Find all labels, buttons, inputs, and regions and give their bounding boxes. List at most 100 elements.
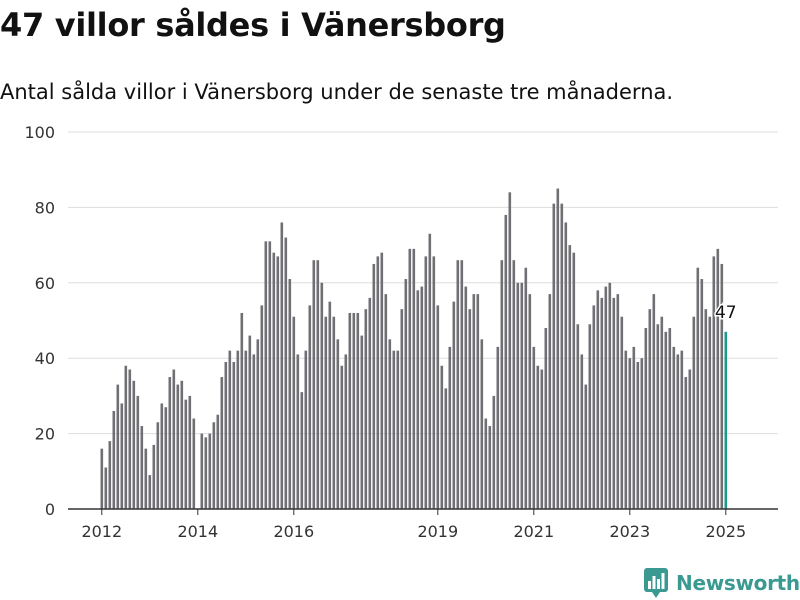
bar (392, 350, 396, 509)
bar (404, 279, 408, 509)
bar (264, 241, 268, 509)
bar (376, 256, 380, 509)
newsworthy-logo: Newsworthy (644, 568, 800, 598)
bar (456, 260, 460, 509)
bar (380, 252, 384, 509)
bar (108, 441, 112, 509)
bar (692, 316, 696, 509)
bar (172, 369, 176, 509)
bar (540, 369, 544, 509)
bar (148, 475, 152, 509)
bar (356, 312, 360, 509)
brand-name: Newsworthy (676, 571, 800, 595)
bar (152, 444, 156, 509)
bar (656, 324, 660, 509)
bar (248, 335, 252, 509)
bar (660, 316, 664, 509)
bar (700, 279, 704, 509)
bar (512, 260, 516, 509)
bar (676, 354, 680, 509)
bar (344, 354, 348, 509)
bar (420, 286, 424, 509)
y-tick-label: 40 (35, 349, 55, 368)
bar (640, 358, 644, 509)
highlight-data-label: 47 (715, 303, 737, 323)
bar (476, 294, 480, 509)
bar (564, 222, 568, 510)
bar (348, 312, 352, 509)
bar (412, 248, 416, 509)
bar (188, 395, 192, 509)
bar (584, 384, 588, 509)
y-tick-label: 80 (35, 198, 55, 217)
bar (364, 309, 368, 509)
bar (556, 188, 560, 510)
bar (444, 388, 448, 509)
bar (384, 294, 388, 509)
bar (704, 309, 708, 509)
x-tick-label: 2014 (177, 522, 218, 541)
bar (184, 399, 188, 509)
bar (552, 203, 556, 509)
bar (228, 350, 232, 509)
bar (492, 395, 496, 509)
bar (224, 361, 228, 509)
bar (600, 297, 604, 509)
bar (352, 312, 356, 509)
bar (328, 301, 332, 509)
bar (204, 437, 208, 509)
bar (304, 350, 308, 509)
bar (664, 331, 668, 509)
bar (428, 233, 432, 510)
bar (480, 339, 484, 509)
page-title: 47 villor såldes i Vänersborg (0, 6, 506, 44)
page-subtitle: Antal sålda villor i Vänersborg under de… (0, 80, 674, 104)
bar (644, 328, 648, 509)
bar (252, 354, 256, 509)
bar (464, 286, 468, 509)
y-tick-label: 60 (35, 274, 55, 293)
y-tick-label: 100 (24, 123, 55, 142)
x-tick-label: 2019 (417, 522, 458, 541)
bar (576, 324, 580, 509)
bar (568, 245, 572, 509)
bar (524, 267, 528, 509)
x-tick-label: 2025 (705, 522, 746, 541)
bar (716, 248, 720, 509)
bar (324, 316, 328, 509)
bar (520, 282, 524, 509)
bar (336, 339, 340, 509)
bar (288, 279, 292, 509)
bar (180, 380, 184, 509)
x-tick-label: 2023 (609, 522, 650, 541)
bar (280, 222, 284, 510)
bar (580, 354, 584, 509)
y-tick-label: 20 (35, 425, 55, 444)
bar (528, 294, 532, 509)
bar (596, 290, 600, 509)
bar (448, 346, 452, 509)
bar (156, 422, 160, 509)
bar (536, 365, 540, 509)
bar (300, 392, 304, 509)
bar (200, 433, 204, 509)
bar (272, 252, 276, 509)
bar (688, 369, 692, 509)
bar (548, 294, 552, 509)
bar (220, 377, 224, 509)
bar (424, 256, 428, 509)
bar (268, 241, 272, 509)
bar (316, 260, 320, 509)
bar (168, 377, 172, 509)
bar (296, 354, 300, 509)
bar (340, 365, 344, 509)
bar (636, 361, 640, 509)
bar (432, 256, 436, 509)
bar (408, 248, 412, 509)
bar (608, 282, 612, 509)
bar (160, 403, 164, 509)
bar (468, 309, 472, 509)
bar (128, 369, 132, 509)
bar (720, 263, 724, 509)
